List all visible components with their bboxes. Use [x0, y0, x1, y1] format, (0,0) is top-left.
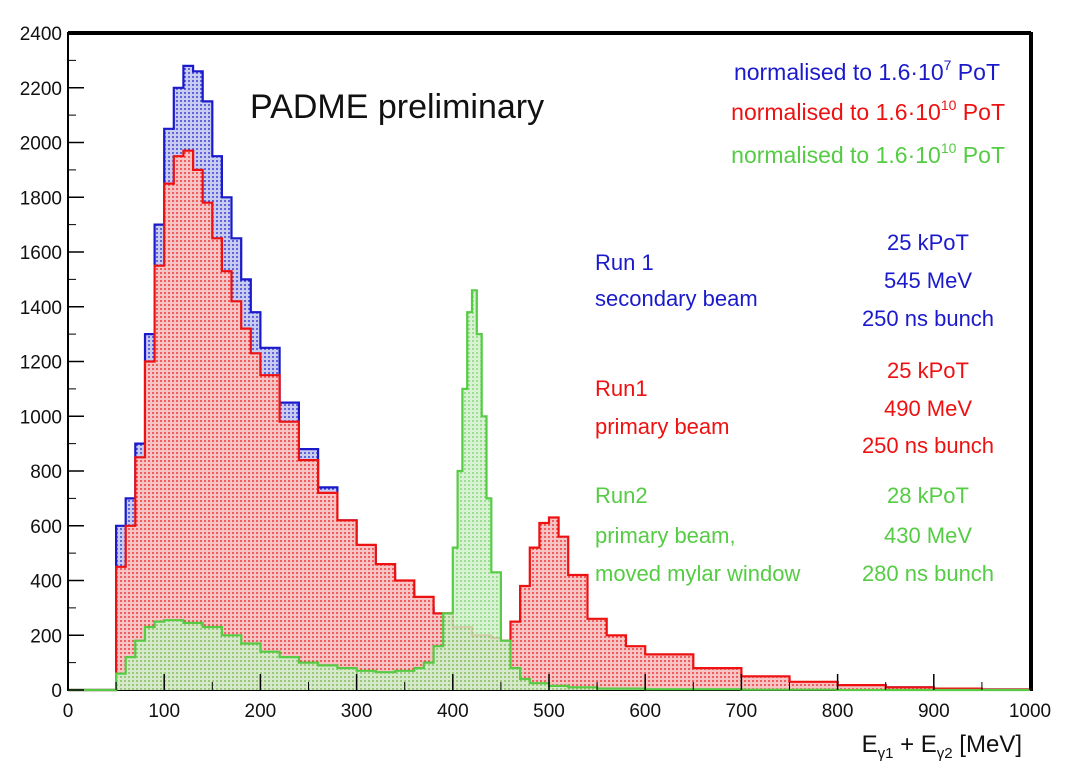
run2-primary-label: moved mylar window	[595, 561, 801, 586]
x-tick-label: 900	[918, 701, 950, 722]
x-axis-label-e1: E	[862, 731, 878, 758]
x-tick-label: 400	[437, 701, 469, 722]
run1-secondary-detail: 25 kPoT	[887, 230, 969, 255]
y-tick-label: 600	[30, 517, 62, 538]
run1-secondary-detail: 250 ns bunch	[862, 306, 994, 331]
run1-secondary-label: secondary beam	[595, 286, 758, 311]
run1-primary-detail: 250 ns bunch	[862, 433, 994, 458]
y-tick-label: 0	[51, 681, 62, 702]
run1-primary-label: primary beam	[595, 414, 729, 439]
y-tick-label: 2000	[20, 134, 62, 155]
chart-title: PADME preliminary	[250, 88, 544, 126]
run2-primary-label: Run2	[595, 483, 648, 508]
series-1-area	[68, 150, 1030, 690]
x-tick-label: 500	[533, 701, 565, 722]
legend-entry-exp: 10	[941, 97, 957, 113]
y-tick-label: 400	[30, 572, 62, 593]
x-axis-label: Eγ1 + Eγ2 [MeV]	[862, 731, 1022, 762]
series-layer	[68, 64, 1032, 692]
y-tick-label: 800	[30, 462, 62, 483]
run2-primary-label: primary beam,	[595, 523, 736, 548]
x-axis-label-unit: [MeV]	[953, 731, 1022, 758]
run1-primary-detail: 490 MeV	[884, 396, 972, 421]
legend-entry-suffix: PoT	[956, 99, 1005, 125]
run1-primary-detail: 25 kPoT	[887, 358, 969, 383]
x-tick-label: 600	[629, 701, 661, 722]
axis-layer: 0 100 200 300 400 500 600 700 800 900 1000 0 200 400 6…	[20, 24, 1051, 722]
run1-secondary-label: Run 1	[595, 250, 654, 275]
x-axis-label-sub1: γ1	[878, 745, 894, 762]
legend-entry-text: normalised to 1.6·10	[731, 142, 941, 168]
y-tick-label: 1600	[20, 243, 62, 264]
run2-primary-detail: 28 kPoT	[887, 483, 969, 508]
y-tick-label: 200	[30, 626, 62, 647]
series-2-area	[68, 290, 1030, 690]
y-tick-label: 1000	[20, 407, 62, 428]
legend-entry-exp: 7	[944, 57, 952, 73]
x-tick-label: 100	[148, 701, 180, 722]
x-tick-label: 700	[726, 701, 758, 722]
run2-primary-detail: 280 ns bunch	[862, 561, 994, 586]
y-tick-label: 2200	[20, 79, 62, 100]
legend-entry-suffix: PoT	[951, 59, 1000, 85]
series-2-line	[68, 289, 1030, 692]
x-tick-label: 200	[245, 701, 277, 722]
legend-entry-text: normalised to 1.6·10	[731, 99, 941, 125]
run2-primary-detail: 430 MeV	[884, 523, 972, 548]
y-tick-label: 1400	[20, 298, 62, 319]
x-tick-label: 0	[63, 701, 74, 722]
x-axis-label-plus: + E	[893, 731, 936, 758]
x-tick-label: 300	[341, 701, 373, 722]
x-axis-label-sub2: γ2	[937, 745, 953, 762]
y-tick-label: 2400	[20, 24, 62, 45]
legend-entry: normalised to 1.6·1010 PoT	[731, 97, 1005, 125]
x-tick-label: 1000	[1009, 701, 1051, 722]
run-annotations: Run 1 secondary beam 25 kPoT 545 MeV 250…	[595, 230, 994, 586]
legend: normalised to 1.6·107 PoT normalised to …	[731, 57, 1005, 168]
series-1-line	[68, 149, 1032, 692]
legend-entry: normalised to 1.6·107 PoT	[734, 57, 1000, 85]
legend-entry: normalised to 1.6·1010 PoT	[731, 140, 1005, 168]
y-tick-label: 1800	[20, 188, 62, 209]
legend-entry-text: normalised to 1.6·10	[734, 59, 944, 85]
legend-entry-exp: 10	[941, 140, 957, 156]
run1-secondary-detail: 545 MeV	[884, 268, 972, 293]
x-tick-label: 800	[822, 701, 854, 722]
y-tick-label: 1200	[20, 353, 62, 374]
legend-entry-suffix: PoT	[956, 142, 1005, 168]
run1-primary-label: Run1	[595, 376, 648, 401]
